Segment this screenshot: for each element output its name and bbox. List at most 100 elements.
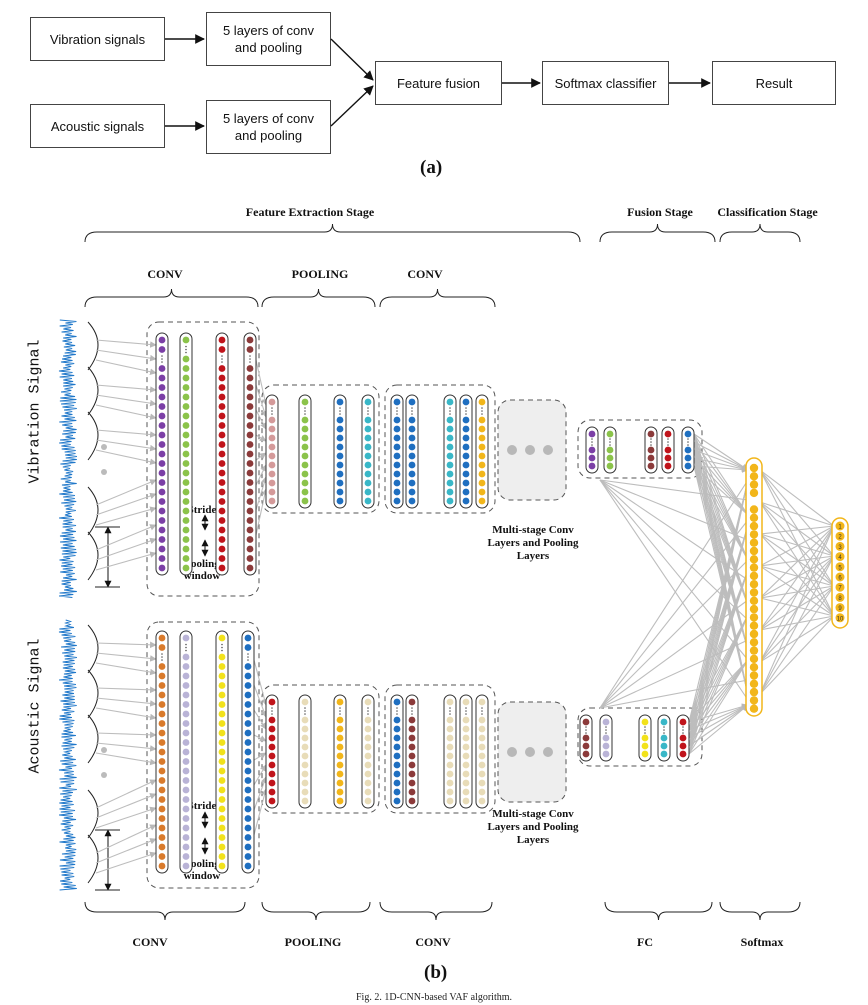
pool-top-col-blue-neuron [336, 398, 344, 406]
multi-stage-dot [525, 445, 535, 455]
input-to-conv-arrow [95, 707, 157, 721]
conv1-bottom-col-lavender-neuron [182, 824, 190, 832]
cross-line [599, 479, 749, 701]
softmax-neuron [749, 563, 759, 572]
conv1-top-col-green-neuron [182, 526, 190, 534]
conv-pooling-bottom-box: 5 layers of conv and pooling [206, 100, 331, 154]
conv2-top-col-teal-ellipsis [449, 413, 451, 415]
fc-top-col-purple [585, 426, 599, 474]
fc-bottom-col-yellow [638, 714, 652, 762]
pool-top-col-blue-neuron [336, 443, 344, 451]
conv1-top-col-red-neuron [218, 374, 226, 382]
pool-bottom-col-red-ellipsis [271, 713, 273, 715]
conv1-bottom-col-orange-neuron [158, 682, 166, 689]
conv-to-pool-arrow [255, 476, 268, 511]
pool-top-col-blue-neuron [336, 479, 344, 487]
conv1-top-col-brown-neuron [246, 412, 254, 420]
softmax-to-output-line [759, 469, 835, 587]
softmax-output-nodes: 1 2 3 4 5 6 7 8 9 10 [831, 517, 849, 629]
conv1-top-col-purple-ellipsis [161, 355, 163, 357]
conv1-bottom-col-lavender-neuron [182, 739, 190, 746]
conv1-bottom-col-blue-neuron [244, 843, 252, 851]
conv2-top-col-teal-neuron [446, 416, 454, 424]
pool-bottom-col-beige2-ellipsis [367, 710, 369, 712]
fusion-to-softmax-line [693, 465, 749, 516]
softmax-to-output-line [759, 533, 835, 587]
conv1-top-col-green-neuron [182, 403, 190, 410]
conv2-bottom-col-beige-ellipsis [449, 707, 451, 709]
conv1-top-col-purple-neuron [158, 507, 166, 515]
conv1-top-col-purple-neuron [158, 479, 166, 486]
conv1-bottom-col-orange [155, 630, 169, 874]
fusion-to-softmax-line [693, 449, 749, 516]
conv1-bottom-col-lavender-neuron [182, 805, 190, 813]
conv1-top-col-purple [155, 332, 169, 576]
conv1-top-col-red-ellipsis [221, 361, 223, 363]
input-to-conv-arrow [95, 524, 157, 551]
softmax-to-output-line [759, 469, 835, 557]
conv1-top-col-green-neuron [182, 393, 190, 401]
softmax-neuron [749, 696, 759, 705]
conv1-bottom-col-lavender-neuron [182, 843, 190, 851]
vibration-arc [87, 411, 99, 461]
softmax-neuron [749, 555, 759, 564]
pool-top-col-green-frame [298, 394, 312, 509]
receptive-field-arcs [87, 321, 120, 891]
conv2-bottom-col-beige2-neuron [462, 743, 470, 751]
input-to-conv-arrow [95, 384, 157, 393]
conv2-bottom-col-beige2-neuron [462, 734, 470, 742]
fc-bottom-col-teal-ellipsis [663, 726, 665, 728]
conv2-bottom-col-beige2-neuron [462, 752, 470, 760]
conv2-bottom-col-brown-ellipsis [411, 713, 413, 715]
conv-to-pool-arrow [253, 659, 268, 706]
vibration-ellipsis-dot [101, 444, 107, 450]
conv2-bottom-col-blue-neuron [393, 770, 401, 778]
conv2-bottom-col-beige-frame [443, 694, 457, 809]
conv1-top-col-brown-neuron [246, 555, 254, 562]
conv2-bottom-col-beige-neuron [446, 743, 454, 751]
conv1-top-col-brown-neuron [246, 479, 254, 486]
fc-bottom-col-red [676, 714, 690, 762]
conv2-top-col-blue-neuron [393, 434, 401, 442]
conv1-bottom-col-blue-neuron [244, 644, 252, 651]
conv1-top-col-green-neuron [182, 498, 190, 505]
fc-top-col-red-neuron [664, 462, 672, 470]
conv1-top-col-red-neuron [218, 365, 226, 372]
fc-bottom-col-lavender [599, 714, 613, 762]
conv-to-pool-arrow [255, 464, 267, 486]
conv2-bottom-col-brown-neuron [408, 788, 416, 796]
softmax-neuron [749, 654, 759, 664]
pool-bottom-col-beige-neuron [301, 788, 309, 796]
input-to-conv-arrow [95, 742, 157, 752]
neuron-columns [155, 332, 763, 874]
conv2-top-col-blue3-neuron [462, 416, 470, 424]
softmax-to-output-line [759, 585, 835, 599]
conv2-top-col-blue3-ellipsis [465, 413, 467, 415]
conv1-top-col-green-neuron [182, 384, 190, 391]
pool-bottom-col-beige-neuron [301, 716, 309, 724]
conv1-bottom-col-yellow-neuron [218, 805, 226, 813]
pool-top-col-pink [265, 394, 279, 509]
fc-bottom-col-brown-ellipsis [585, 732, 587, 734]
conv2-bottom-col-brown [405, 694, 419, 809]
conv2-top-col-blue-neuron [393, 470, 401, 478]
conv2-bottom-col-beige3-neuron [478, 716, 486, 724]
conv1-top-col-red-neuron [218, 517, 226, 524]
fc-bottom-col-yellow-ellipsis [644, 729, 646, 731]
conv1-top-col-purple-neuron [158, 384, 166, 391]
pool-bottom-col-red-neuron [268, 779, 276, 787]
conv1-top-col-purple-neuron [158, 545, 166, 553]
conv1-top-col-brown-neuron [246, 526, 254, 534]
conv2-top-col-blue3-neuron [462, 425, 470, 433]
pool-top-col-teal-frame [361, 394, 375, 509]
fc-top-col-brown-neuron [647, 454, 655, 462]
pool-top-col-blue-ellipsis [339, 407, 341, 409]
softmax-to-output-line [759, 565, 835, 617]
conv2-top-col-blue3-ellipsis [465, 407, 467, 409]
pool-top-col-blue-neuron [336, 497, 344, 505]
conv1-top-col-purple-neuron [158, 517, 166, 524]
conv2-bottom-col-beige3-neuron [478, 743, 486, 751]
input-to-conv-arrow [95, 492, 157, 516]
pool-bottom-col-beige2-neuron [364, 725, 372, 733]
dashed-layer-boxes [146, 321, 703, 889]
